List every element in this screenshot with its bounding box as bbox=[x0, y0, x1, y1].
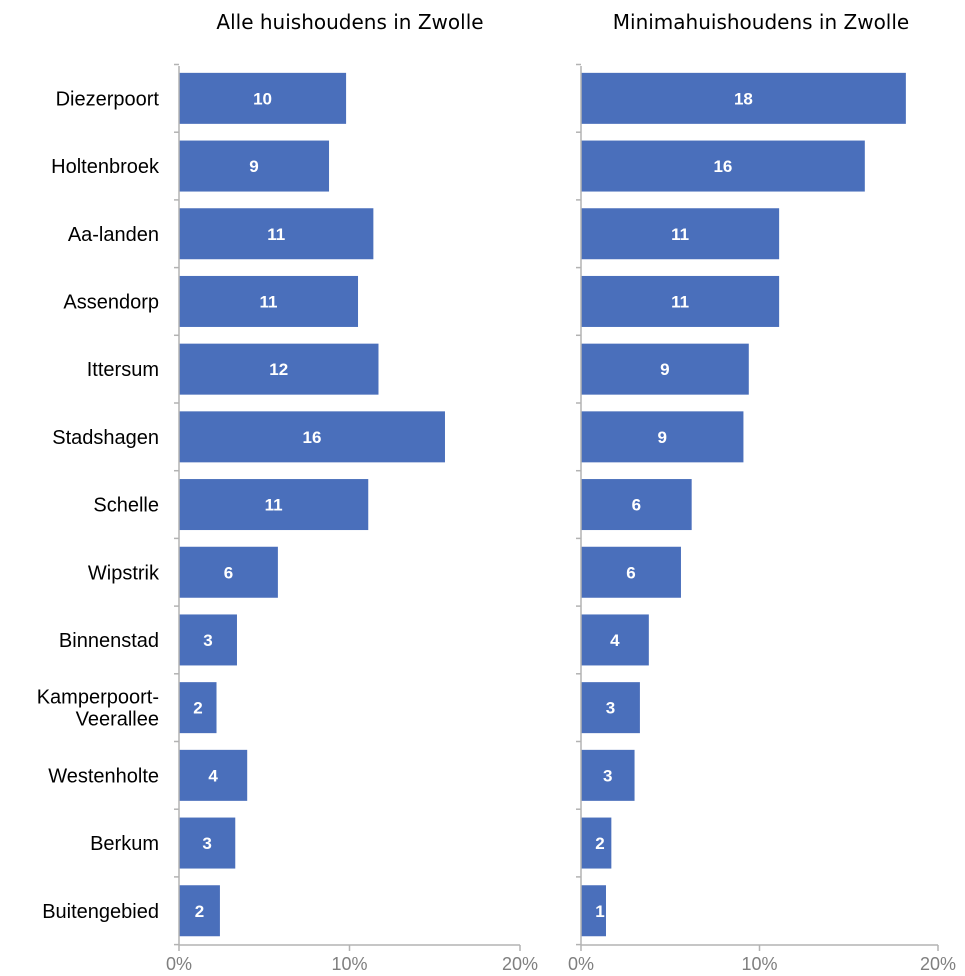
data-label: 11 bbox=[267, 225, 285, 244]
category-labels: Diezerpoort Holtenbroek Aa-landen Assendorp… bbox=[37, 88, 160, 922]
panel-title: Minimahuishoudens in Zwolle bbox=[613, 10, 909, 34]
data-label: 6 bbox=[632, 496, 641, 515]
category-label: Stadshagen bbox=[52, 427, 159, 449]
category-label: Kamperpoort-Veerallee bbox=[37, 687, 159, 731]
data-label: 11 bbox=[260, 292, 278, 311]
category-label: Binnenstad bbox=[59, 630, 159, 652]
bar bbox=[179, 885, 220, 937]
bar bbox=[581, 546, 681, 598]
category-label: Assendorp bbox=[63, 291, 159, 313]
bar bbox=[179, 208, 374, 260]
data-label: 10 bbox=[253, 89, 272, 108]
data-label: 16 bbox=[713, 157, 732, 176]
bar bbox=[581, 614, 649, 666]
category-label: Ittersum bbox=[87, 359, 159, 381]
bar bbox=[581, 140, 865, 192]
category-label: Holtenbroek bbox=[51, 156, 160, 178]
x-tick-label: 0% bbox=[166, 954, 192, 974]
bar bbox=[581, 479, 692, 531]
bar bbox=[179, 479, 369, 531]
bar bbox=[179, 749, 248, 801]
bar bbox=[179, 817, 236, 869]
data-label: 2 bbox=[595, 834, 604, 853]
bar bbox=[179, 343, 379, 395]
bar bbox=[581, 275, 780, 327]
category-label: Berkum bbox=[90, 833, 159, 855]
data-label: 18 bbox=[734, 89, 753, 108]
bar bbox=[581, 208, 780, 260]
data-label: 3 bbox=[203, 631, 212, 650]
bar bbox=[581, 749, 635, 801]
bar bbox=[581, 343, 749, 395]
bar bbox=[581, 682, 640, 734]
data-label: 3 bbox=[603, 766, 612, 785]
data-label: 12 bbox=[269, 360, 288, 379]
data-label: 9 bbox=[249, 157, 258, 176]
data-label: 16 bbox=[303, 428, 322, 447]
x-tick-label: 10% bbox=[331, 954, 367, 974]
data-label: 2 bbox=[193, 699, 202, 718]
bar bbox=[179, 546, 278, 598]
data-label: 11 bbox=[265, 496, 283, 515]
bar bbox=[179, 275, 359, 327]
x-tick-label: 0% bbox=[568, 954, 594, 974]
category-label: Schelle bbox=[93, 495, 159, 517]
x-tick-label: 20% bbox=[502, 954, 538, 974]
data-label: 1 bbox=[595, 902, 604, 921]
data-label: 11 bbox=[671, 225, 689, 244]
data-label: 2 bbox=[195, 902, 204, 921]
data-label: 6 bbox=[224, 563, 233, 582]
data-label: 3 bbox=[606, 699, 615, 718]
data-label: 6 bbox=[626, 563, 635, 582]
bar bbox=[179, 72, 347, 124]
data-label: 9 bbox=[657, 428, 666, 447]
category-label: Diezerpoort bbox=[56, 88, 160, 110]
category-label: Wipstrik bbox=[88, 562, 160, 584]
x-tick-label: 10% bbox=[741, 954, 777, 974]
panel-title: Alle huishoudens in Zwolle bbox=[216, 10, 483, 34]
category-label: Buitengebied bbox=[42, 901, 159, 923]
bar bbox=[581, 72, 906, 124]
category-label: Westenholte bbox=[48, 765, 159, 787]
category-label: Aa-landen bbox=[68, 224, 159, 246]
bar bbox=[581, 411, 744, 463]
bar bbox=[179, 411, 445, 463]
bar bbox=[179, 614, 237, 666]
data-label: 4 bbox=[208, 766, 218, 785]
bar bbox=[581, 817, 612, 869]
data-label: 4 bbox=[610, 631, 620, 650]
bar bbox=[581, 885, 606, 937]
data-label: 3 bbox=[202, 834, 211, 853]
panel-titles: Alle huishoudens in Zwolle Minimahuishoud… bbox=[216, 10, 909, 34]
data-label: 9 bbox=[660, 360, 669, 379]
bar bbox=[179, 140, 330, 192]
data-label: 11 bbox=[671, 292, 689, 311]
x-tick-label: 20% bbox=[920, 954, 956, 974]
bar bbox=[179, 682, 217, 734]
